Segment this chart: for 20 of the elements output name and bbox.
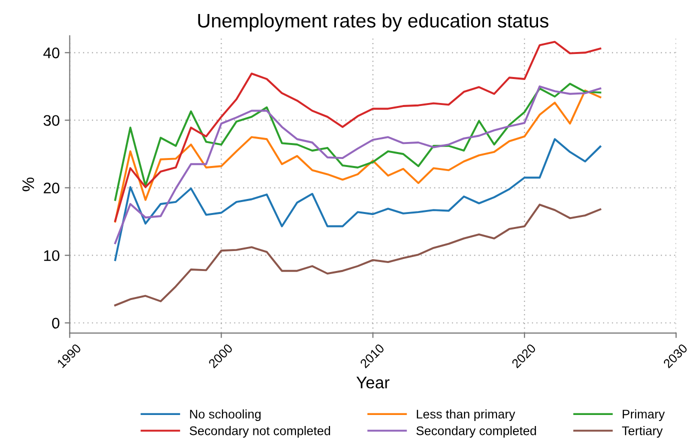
y-tick-label: 40 [43,48,60,58]
line-series [114,85,602,244]
line-series [114,40,602,222]
legend-label: Primary [622,409,665,422]
y-tick-label: 10 [44,250,60,262]
y-axis-title: % [22,178,34,192]
y-tick-label: 30 [44,115,60,126]
x-axis-title: Year [356,376,390,388]
legend-label: Secondary completed [416,426,536,438]
legend-label: Less than primary [416,409,516,422]
legend-label: Tertiary [622,426,663,438]
line-series [114,138,602,262]
line-series [114,90,602,223]
y-tick-label: 20 [44,182,60,194]
legend-label: Secondary not completed [190,426,330,438]
chart-title: Unemployment rates by education status [198,13,548,32]
y-tick-label: 0 [52,318,60,329]
legend-label: No schooling [190,409,261,422]
line-series [114,204,602,306]
line-series [114,82,602,201]
